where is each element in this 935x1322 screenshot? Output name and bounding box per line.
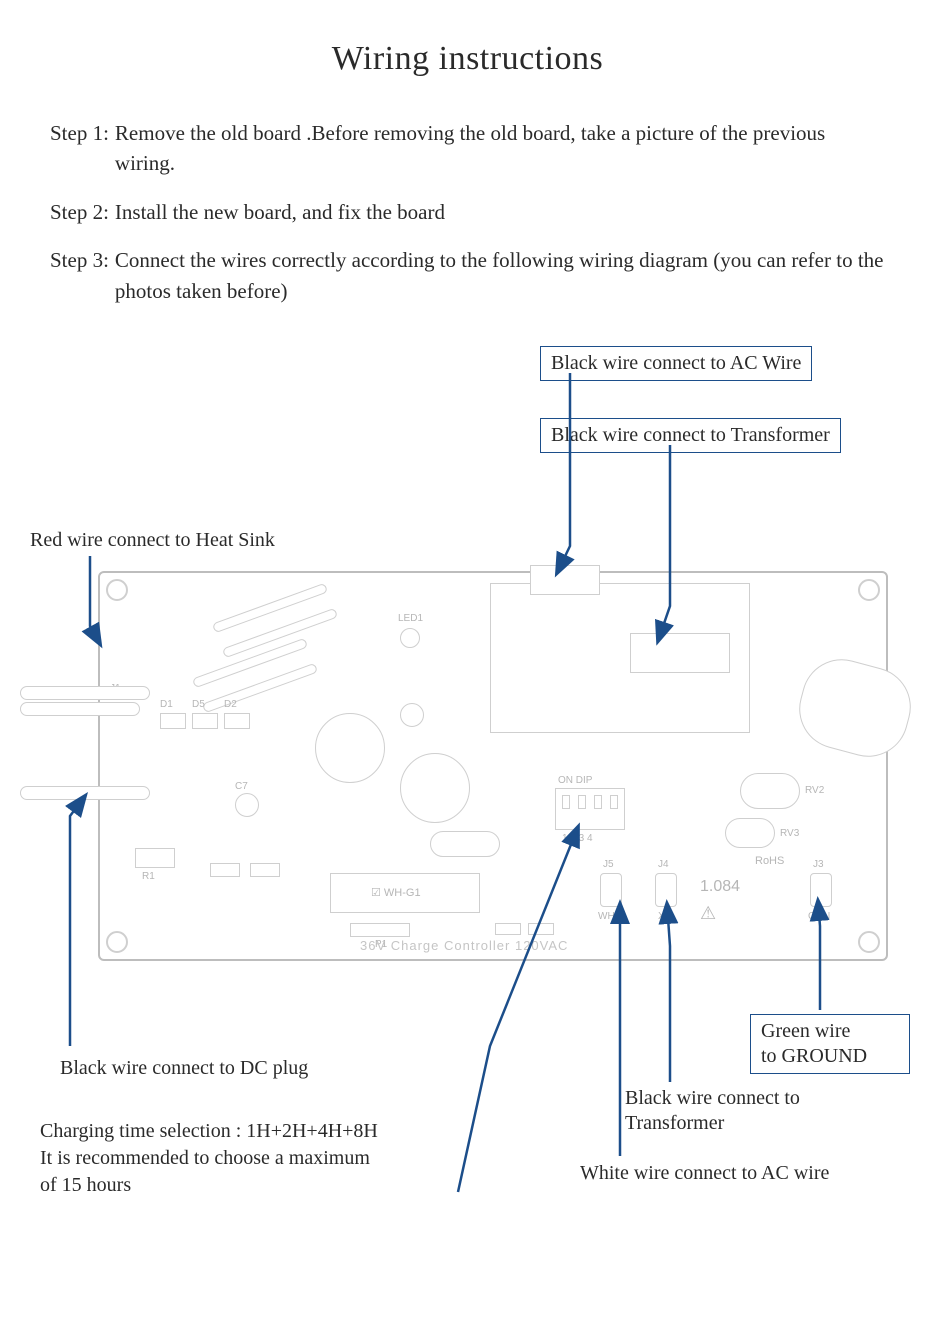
wire-bundle — [790, 650, 920, 765]
note-line-1: Charging time selection : 1H+2H+4H+8H — [40, 1118, 378, 1145]
crystal — [430, 831, 500, 857]
varistor — [740, 773, 800, 809]
relay-inner — [630, 633, 730, 673]
callout-dc-plug: Black wire connect to DC plug — [60, 1056, 308, 1081]
page: Wiring instructions Step 1: Remove the o… — [0, 0, 935, 1322]
terminal-j4 — [655, 873, 677, 907]
ref-label: D5 — [192, 699, 205, 710]
connector-top — [530, 565, 600, 595]
j-label: J4 — [658, 859, 669, 870]
led — [400, 628, 420, 648]
ref-label: D2 — [224, 699, 237, 710]
ref-label: D1 — [160, 699, 173, 710]
smd — [210, 863, 240, 877]
dip-on-label: ON DIP — [558, 775, 592, 786]
wire-j1 — [20, 702, 140, 716]
ref-label: R1 — [142, 871, 155, 882]
step-3-label: Step 3: — [50, 245, 109, 306]
step-2: Step 2: Install the new board, and fix t… — [50, 197, 885, 227]
ref-label: RV2 — [805, 785, 824, 796]
callout-box: Green wireto GROUND — [750, 1014, 910, 1074]
diode — [192, 713, 218, 729]
callout-line: Green wireto GROUND — [761, 1020, 867, 1067]
j-label: J3 — [813, 859, 824, 870]
screw-hole — [106, 931, 128, 953]
capacitor — [400, 753, 470, 823]
smd — [250, 863, 280, 877]
callout-box: Black wire connect to Transformer — [540, 418, 841, 453]
callout-ac-top: Black wire connect to AC Wire — [540, 346, 812, 381]
dip-switch — [555, 788, 625, 830]
callout-xfmr-top: Black wire connect to Transformer — [540, 418, 841, 453]
pcb-board: D1 D5 D2 C7 LED1 ON DIP 1 2 3 4 ☑ WH-G1 — [98, 571, 888, 961]
step-1: Step 1: Remove the old board .Before rem… — [50, 118, 885, 179]
callout-heat-sink: Red wire connect to Heat Sink — [30, 528, 275, 553]
callout-green-ground: Green wireto GROUND — [750, 1014, 910, 1074]
smd — [528, 923, 554, 935]
rohs-label: RoHS — [755, 855, 784, 867]
cap-small — [400, 703, 424, 727]
ic-chip: ☑ WH-G1 — [330, 873, 480, 913]
step-3-text: Connect the wires correctly according to… — [115, 245, 885, 306]
charging-time-note: Charging time selection : 1H+2H+4H+8H It… — [40, 1118, 378, 1199]
capacitor — [315, 713, 385, 783]
ref-label: LED1 — [398, 613, 423, 624]
page-title: Wiring instructions — [50, 40, 885, 78]
callout-white-ac: White wire connect to AC wire — [580, 1161, 829, 1186]
warning-icon: ⚠ — [700, 903, 716, 924]
step-3: Step 3: Connect the wires correctly acco… — [50, 245, 885, 306]
header-p1 — [350, 923, 410, 937]
steps-list: Step 1: Remove the old board .Before rem… — [50, 118, 885, 306]
diode — [224, 713, 250, 729]
rev-label: 1.084 — [700, 878, 740, 896]
term-label: WHT — [598, 911, 621, 922]
screw-hole — [858, 579, 880, 601]
board-bottom-text: 36V Charge Controller 120VAC — [360, 938, 568, 953]
callout-xfmr-bottom: Black wire connect toTransformer — [625, 1086, 875, 1136]
step-1-label: Step 1: — [50, 118, 109, 179]
chip-label: ☑ WH-G1 — [371, 886, 421, 899]
wiring-diagram: D1 D5 D2 C7 LED1 ON DIP 1 2 3 4 ☑ WH-G1 — [50, 346, 885, 1206]
diode — [160, 713, 186, 729]
smd — [495, 923, 521, 935]
dip-num-label: 1 2 3 4 — [562, 833, 593, 844]
cap-small — [235, 793, 259, 817]
ref-label: RV3 — [780, 828, 799, 839]
wire-j1 — [20, 686, 150, 700]
note-line-2: It is recommended to choose a maximum — [40, 1145, 378, 1172]
varistor — [725, 818, 775, 848]
wire-j2 — [20, 786, 150, 800]
step-2-label: Step 2: — [50, 197, 109, 227]
step-2-text: Install the new board, and fix the board — [115, 197, 445, 227]
note-line-3: of 15 hours — [40, 1172, 378, 1199]
terminal-j3 — [810, 873, 832, 907]
step-1-text: Remove the old board .Before removing th… — [115, 118, 885, 179]
term-label: GRN — [808, 911, 830, 922]
screw-hole — [858, 931, 880, 953]
ref-label: C7 — [235, 781, 248, 792]
callout-line: Black wire connect toTransformer — [625, 1087, 800, 1134]
term-label: XF — [658, 911, 671, 922]
terminal-j5 — [600, 873, 622, 907]
j-label: J5 — [603, 859, 614, 870]
resistor-r1 — [135, 848, 175, 868]
callout-box: Black wire connect to AC Wire — [540, 346, 812, 381]
screw-hole — [106, 579, 128, 601]
